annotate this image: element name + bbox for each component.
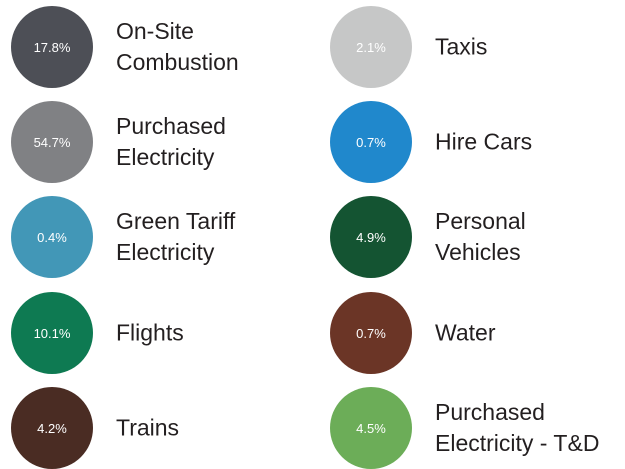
- category-label: Personal Vehicles: [435, 208, 526, 265]
- value-circle: 0.4%: [11, 196, 93, 278]
- value-label: 0.7%: [356, 325, 386, 341]
- category-label: Purchased Electricity: [116, 113, 226, 170]
- category-label: On-Site Combustion: [116, 18, 239, 75]
- value-label: 4.2%: [37, 420, 67, 436]
- value-label: 0.4%: [37, 229, 67, 245]
- value-circle: 4.5%: [330, 387, 412, 469]
- category-label: Hire Cars: [435, 128, 533, 155]
- value-circle: 2.1%: [330, 6, 412, 88]
- value-circle: 17.8%: [11, 6, 93, 88]
- category-label: Green Tariff Electricity: [116, 208, 236, 265]
- category-label: Water: [435, 319, 496, 346]
- value-circle: 0.7%: [330, 101, 412, 183]
- value-label: 0.7%: [356, 134, 386, 150]
- value-label: 4.9%: [356, 229, 386, 245]
- value-label: 2.1%: [356, 39, 386, 55]
- value-label: 54.7%: [33, 134, 71, 150]
- value-label: 10.1%: [33, 325, 71, 341]
- value-circle: 4.2%: [11, 387, 93, 469]
- value-label: 4.5%: [356, 420, 386, 436]
- value-circle: 54.7%: [11, 101, 93, 183]
- value-circle: 4.9%: [330, 196, 412, 278]
- category-label: Purchased Electricity - T&D: [435, 399, 600, 456]
- value-circle: 0.7%: [330, 292, 412, 374]
- value-label: 17.8%: [33, 39, 71, 55]
- category-label: Flights: [116, 319, 184, 346]
- category-label: Trains: [116, 414, 180, 441]
- category-label: Taxis: [435, 33, 488, 60]
- value-circle: 10.1%: [11, 292, 93, 374]
